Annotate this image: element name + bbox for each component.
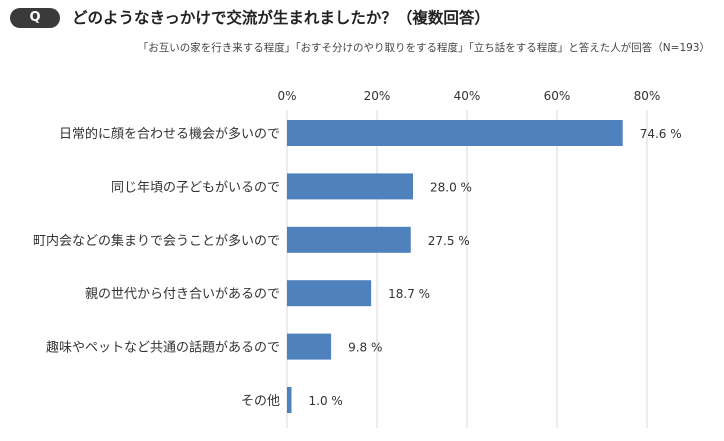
data-label: 1.0 % [309,394,343,408]
data-label: 74.6 % [640,127,682,141]
chart-subtitle: 「お互いの家を行き来する程度」「おすそ分けのやり取りをする程度」「立ち話をする程… [137,42,710,54]
data-label: 18.7 % [388,287,430,301]
x-tick-label: 0% [277,89,296,103]
x-tick-label: 60% [544,89,571,103]
category-label: 同じ年頃の子どもがいるので [111,180,280,195]
category-label: 趣味やペットなど共通の話題があるので [46,340,280,356]
category-label: その他 [241,394,280,409]
x-tick-label: 40% [454,89,481,103]
category-label: 日常的に顔を合わせる機会が多いので [59,126,280,142]
question-badge: Q [10,8,60,28]
bar [287,387,292,413]
bar [287,120,623,146]
bar [287,333,332,360]
bar [287,280,372,307]
x-tick-label: 80% [634,89,661,103]
bar [287,173,413,200]
chart-title: どのようなきっかけで交流が生まれましたか？（複数回答） [72,9,490,27]
data-label: 27.5 % [428,234,470,248]
bar [287,226,411,253]
x-tick-label: 20% [364,89,391,103]
data-label: 28.0 % [430,180,472,194]
category-label: 親の世代から付き合いがあるので [85,287,280,302]
data-label: 9.8 % [348,341,382,355]
category-label: 町内会などの集まりで会うことが多いので [33,233,280,249]
